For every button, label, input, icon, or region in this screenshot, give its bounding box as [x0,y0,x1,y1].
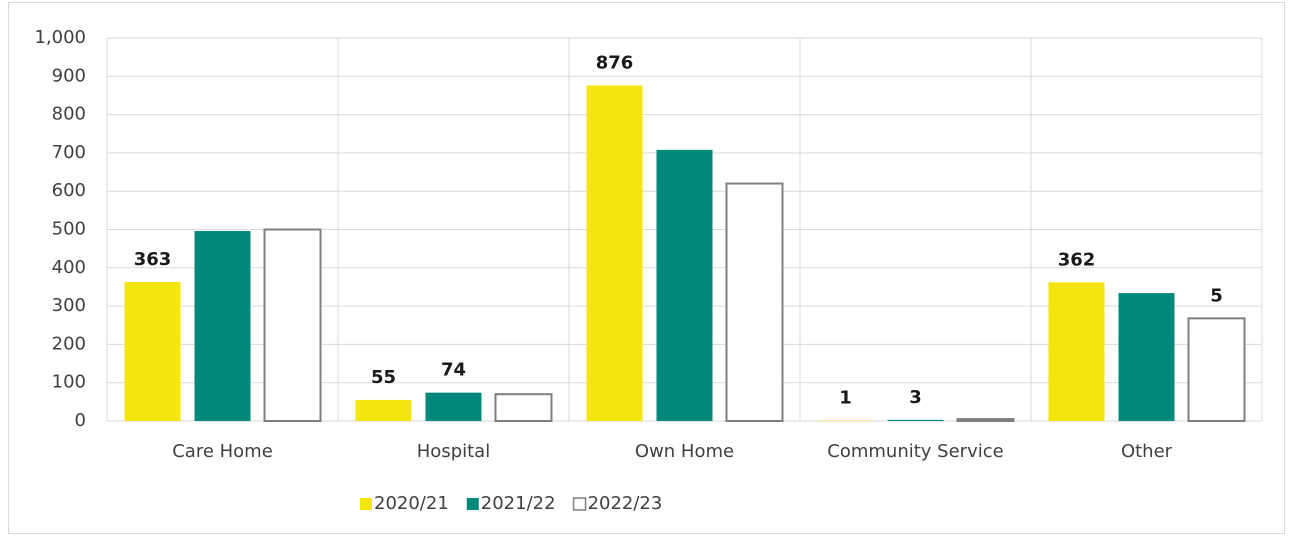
bar [656,149,713,421]
data-label: 5 [1210,285,1223,306]
legend-swatch [572,497,587,511]
y-tick-label: 400 [52,257,86,278]
data-label: 74 [441,360,466,381]
bar [425,392,482,421]
y-tick-label: 600 [52,180,86,201]
x-tick-label: Community Service [827,441,1003,462]
bar [1118,293,1175,421]
bar [263,228,322,422]
bar [1187,317,1246,422]
data-label: 3 [909,387,922,408]
bar [494,393,553,423]
x-tick-label: Own Home [635,441,734,462]
y-tick-label: 900 [52,65,86,86]
bar [725,182,784,422]
bar [887,419,944,421]
y-tick-label: 200 [52,333,86,354]
y-tick-label: 1,000 [34,27,86,48]
x-tick-label: Hospital [417,441,490,462]
legend-label: 2021/22 [481,493,556,514]
bar [124,281,181,421]
legend-label: 2022/23 [588,493,663,514]
y-tick-label: 800 [52,104,86,125]
data-label: 876 [596,52,634,73]
bar [956,418,1015,422]
data-label: 362 [1058,249,1096,270]
data-label: 55 [371,367,396,388]
y-tick-label: 100 [52,372,86,393]
y-tick-label: 300 [52,295,86,316]
x-tick-label: Care Home [172,441,273,462]
legend-swatch [360,498,372,510]
y-tick-label: 500 [52,219,86,240]
bar [194,231,251,421]
legend-label: 2020/21 [374,493,449,514]
data-label: 363 [134,249,172,270]
x-tick-label: Other [1121,441,1173,462]
legend-swatch [466,498,479,510]
data-label: 1 [839,388,852,409]
y-tick-label: 0 [75,410,86,431]
bar [355,399,412,421]
bar [1048,282,1105,421]
y-tick-label: 700 [52,142,86,163]
bar [586,85,643,421]
